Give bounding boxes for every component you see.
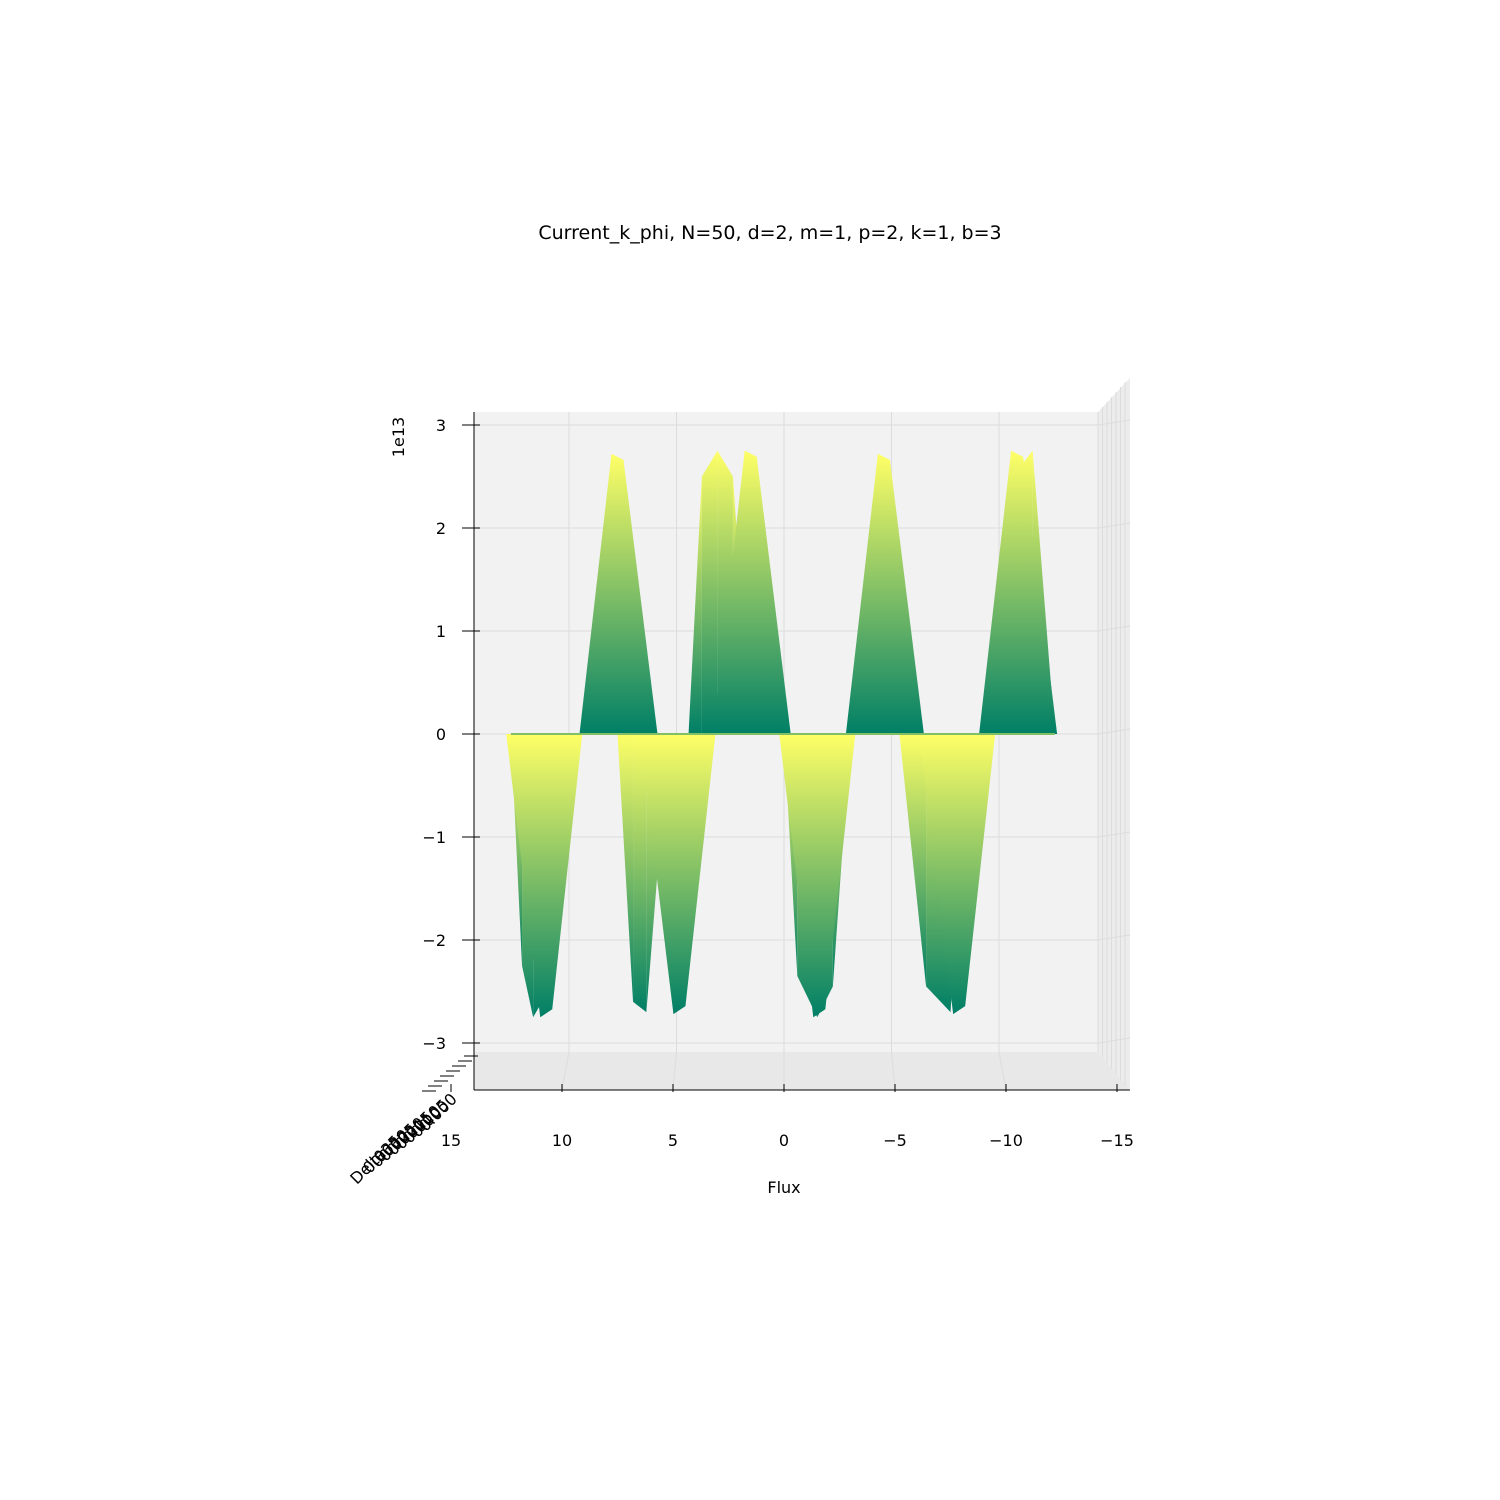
x-axis-label: Flux [767,1178,800,1197]
surface-peak [845,453,924,734]
x-axis-ticks: 15 10 5 0 −5 −10 −15 [441,1084,1134,1150]
surface-peak [579,453,658,734]
surface-peak [979,450,1058,734]
x-tick-label: 5 [668,1131,678,1150]
z-tick-label: −1 [422,828,446,847]
x-tick-label: 10 [552,1131,572,1150]
x-tick-label: −10 [989,1131,1023,1150]
surface-facet [617,734,634,1002]
surface-peak [712,450,791,734]
surface-trough [639,734,716,1015]
side-pane [1098,378,1130,1090]
surface [506,450,1058,1018]
chart-title: Current_k_phi, N=50, d=2, m=1, p=2, k=1,… [538,222,1001,244]
z-tick-label: 0 [436,725,446,744]
floor-gridline [998,1051,1007,1091]
z-tick-label: 3 [436,416,446,435]
floor-gridline [672,1051,677,1091]
x-tick-label: 15 [441,1131,461,1150]
z-offset-label: 1e13 [389,417,408,457]
floor-pane [474,1052,1130,1090]
surface-facet [899,734,927,987]
floor-gridline [561,1051,570,1091]
floor-gridline [891,1051,896,1091]
x-tick-label: −15 [1100,1131,1134,1150]
z-tick-label: −3 [422,1034,446,1053]
x-tick-label: 0 [779,1131,789,1150]
surface-facet [633,734,647,1013]
x-tick-label: −5 [883,1131,907,1150]
surface-facet [701,450,718,734]
z-tick-label: −2 [422,931,446,950]
surface-facet [688,476,702,734]
surface-trough [779,734,856,1018]
z-tick-label: 1 [436,622,446,641]
z-tick-label: 2 [436,519,446,538]
z-axis-ticks: 3 2 1 0 −1 −2 −3 [422,416,480,1053]
surface-trough [506,734,583,1018]
axes [473,412,1130,1091]
surface-trough [919,734,996,1015]
